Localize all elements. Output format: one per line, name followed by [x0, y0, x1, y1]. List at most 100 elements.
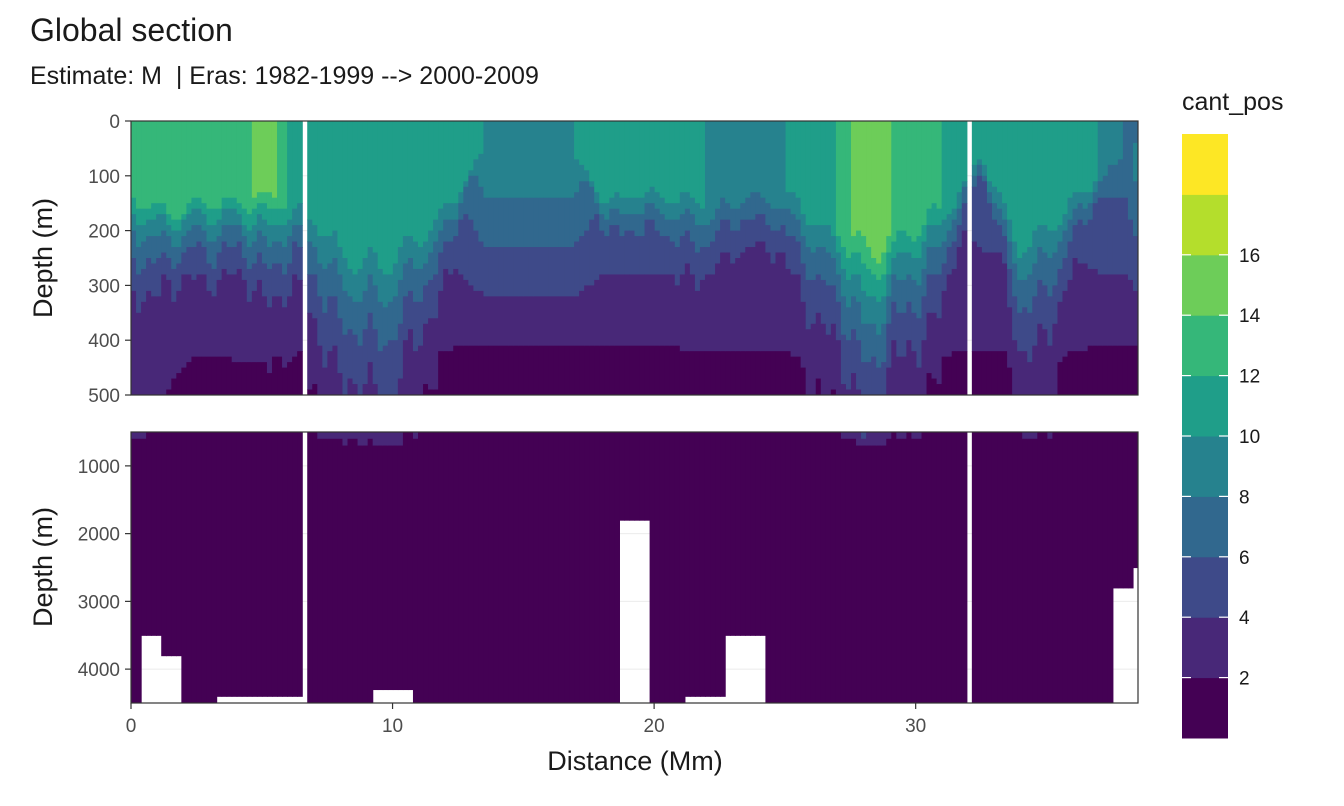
- heatmap-cell: [141, 432, 147, 440]
- heatmap-cell: [443, 219, 449, 243]
- heatmap-cell: [468, 170, 474, 177]
- y-axis-label-lower: Depth (m): [28, 507, 58, 627]
- heatmap-cell: [292, 432, 298, 697]
- heatmap-cell: [498, 247, 505, 297]
- heatmap-cell: [589, 186, 595, 221]
- heatmap-cell: [337, 438, 344, 703]
- heatmap-cell: [881, 432, 887, 447]
- heatmap-cell: [387, 432, 394, 447]
- heatmap-cell: [332, 258, 339, 297]
- heatmap-cell: [815, 247, 822, 276]
- heatmap-cell: [161, 274, 167, 395]
- heatmap-cell: [438, 230, 444, 254]
- heatmap-cell: [911, 351, 918, 395]
- heatmap-cell: [221, 241, 228, 270]
- heatmap-cell: [1092, 345, 1099, 395]
- heatmap-cell: [604, 203, 610, 221]
- heatmap-cell: [266, 432, 273, 697]
- heatmap-cell: [448, 121, 454, 204]
- heatmap-cell: [362, 290, 369, 330]
- heatmap-cell: [372, 252, 379, 286]
- heatmap-cell: [337, 318, 344, 374]
- heatmap-cell: [715, 351, 721, 395]
- heatmap-cell: [926, 247, 933, 276]
- heatmap-cell: [1097, 274, 1104, 347]
- heatmap-cell: [1102, 121, 1109, 177]
- heatmap-cell: [981, 121, 988, 166]
- heatmap-cell: [1122, 121, 1129, 199]
- heatmap-cell: [171, 268, 177, 303]
- heatmap-cell: [417, 301, 424, 347]
- heatmap-cell: [800, 236, 807, 265]
- heatmap-cell: [332, 296, 339, 347]
- heatmap-cell: [221, 225, 228, 243]
- heatmap-cell: [800, 432, 807, 703]
- heatmap-cell: [634, 214, 641, 237]
- heatmap-cell: [659, 274, 666, 347]
- heatmap-cell: [458, 192, 464, 204]
- heatmap-cell: [337, 432, 344, 440]
- heatmap-cell: [684, 208, 691, 232]
- heatmap-cell: [916, 367, 923, 395]
- heatmap-cell: [1107, 121, 1114, 166]
- heatmap-cell: [1032, 438, 1038, 703]
- heatmap-cell: [715, 208, 721, 232]
- heatmap-cell: [216, 432, 223, 697]
- heatmap-cell: [141, 301, 147, 395]
- heatmap-cell: [810, 252, 817, 281]
- heatmap-cell: [221, 121, 228, 199]
- heatmap-cell: [478, 241, 485, 292]
- heatmap-cell: [271, 263, 278, 297]
- heatmap-cell: [196, 356, 203, 395]
- heatmap-cell: [161, 230, 167, 254]
- heatmap-cell: [407, 329, 414, 395]
- heatmap-cell: [256, 214, 263, 232]
- heatmap-cell: [392, 445, 399, 691]
- heatmap-cell: [246, 214, 253, 232]
- heatmap-cell: [1052, 121, 1059, 232]
- heatmap-cell: [911, 258, 918, 281]
- heatmap-cell: [639, 197, 646, 215]
- heatmap-cell: [1002, 432, 1008, 703]
- heatmap-cell: [1097, 432, 1104, 703]
- heatmap-cell: [151, 296, 157, 395]
- heatmap-cell: [282, 307, 288, 369]
- heatmap-cell: [790, 356, 797, 395]
- heatmap-cell: [493, 432, 500, 703]
- heatmap-cell: [941, 290, 948, 358]
- heatmap-cell: [131, 258, 137, 292]
- heatmap-cell: [644, 219, 651, 276]
- heatmap-cell: [181, 236, 187, 254]
- heatmap-cell: [745, 219, 751, 248]
- heatmap-cell: [669, 203, 676, 221]
- heatmap-cell: [473, 230, 480, 292]
- heatmap-cell: [332, 121, 339, 232]
- heatmap-cell: [644, 432, 651, 521]
- heatmap-cell: [176, 247, 182, 265]
- heatmap-cell: [790, 236, 797, 276]
- heatmap-cell: [377, 445, 384, 691]
- heatmap-cell: [629, 197, 636, 215]
- heatmap-cell: [800, 367, 807, 395]
- heatmap-cell: [453, 121, 459, 204]
- heatmap-cell: [186, 121, 193, 204]
- heatmap-cell: [649, 203, 656, 221]
- legend-label: 16: [1239, 246, 1260, 267]
- heatmap-cell: [367, 274, 374, 314]
- heatmap-cell: [991, 252, 998, 352]
- heatmap-cell: [156, 203, 162, 215]
- heatmap-cell: [997, 351, 1003, 395]
- heatmap-cell: [423, 263, 429, 286]
- heatmap-cell: [815, 121, 822, 226]
- heatmap-cell: [266, 247, 273, 270]
- heatmap-cell: [1052, 252, 1059, 286]
- heatmap-cell: [538, 432, 545, 703]
- heatmap-cell: [589, 181, 595, 188]
- heatmap-cell: [433, 432, 439, 703]
- heatmap-cell: [871, 274, 877, 297]
- heatmap-cell: [659, 345, 666, 395]
- heatmap-cell: [241, 225, 248, 237]
- heatmap-cell: [488, 121, 495, 199]
- heatmap-cell: [1042, 432, 1048, 703]
- heatmap-cell: [271, 208, 278, 226]
